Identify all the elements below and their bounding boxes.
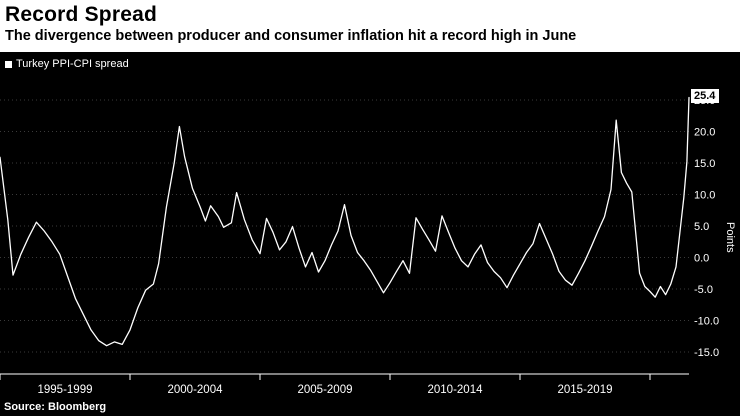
legend-label: Turkey PPI-CPI spread [16,58,129,70]
chart-panel: Turkey PPI-CPI spread 25.020.015.010.05.… [0,52,740,416]
spread-line-chart: 25.020.015.010.05.00.0-5.0-10.0-15.01995… [0,95,719,396]
y-tick-label: 15.0 [694,158,715,170]
x-axis-label: 1995-1999 [38,384,93,396]
source-note: Source: Bloomberg [4,401,107,413]
chart-subtitle: The divergence between producer and cons… [5,28,577,45]
y-tick-label: 20.0 [694,127,715,139]
last-value-label: 25.4 [691,89,720,104]
legend: Turkey PPI-CPI spread [5,58,129,70]
y-tick-label: -15.0 [694,347,719,359]
chart-title: Record Spread [5,3,157,26]
y-tick-label: 0.0 [694,253,709,265]
x-axis-label: 2015-2019 [558,384,613,396]
y-tick-label: 10.0 [694,190,715,202]
x-axis-label: 2010-2014 [428,384,484,396]
spread-line [0,96,690,347]
y-tick-label: -10.0 [694,316,719,328]
x-axis-label: 2000-2004 [168,384,224,396]
chart-header: Record Spread The divergence between pro… [0,0,740,52]
y-tick-label: 5.0 [694,221,709,233]
x-axis-label: 2005-2009 [298,384,353,396]
y-axis-title: Points [724,222,736,253]
y-tick-label: -5.0 [694,284,713,296]
legend-swatch-icon [5,60,12,68]
